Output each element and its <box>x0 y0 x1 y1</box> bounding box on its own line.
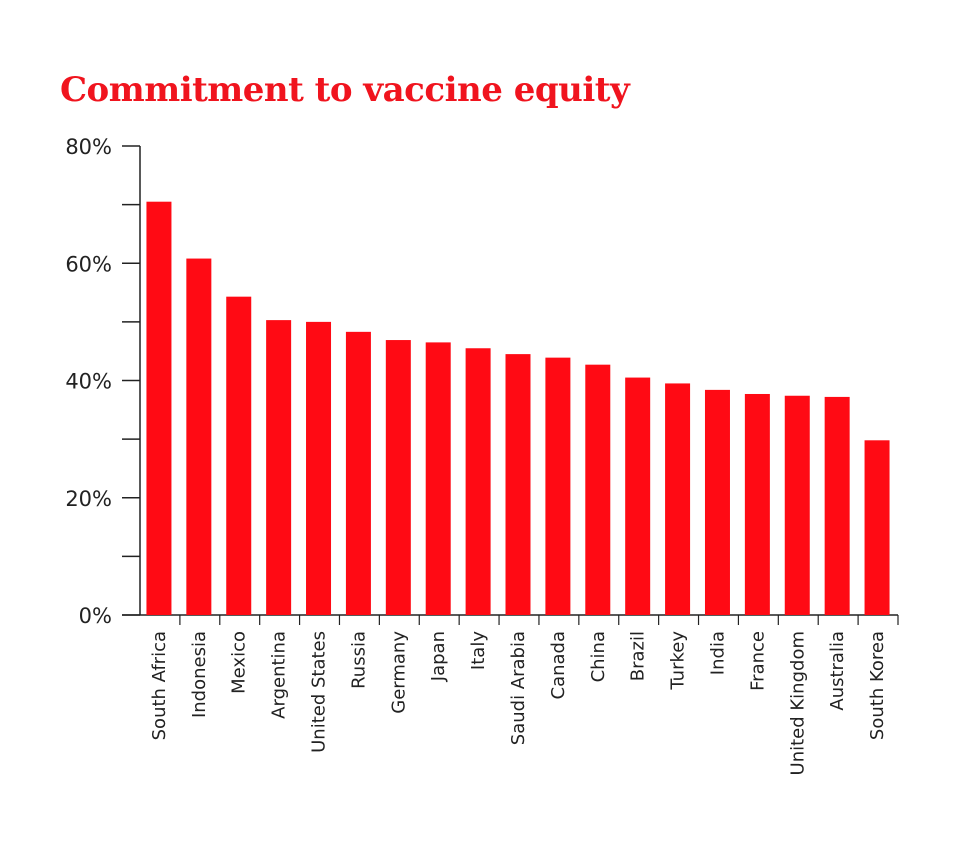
bar <box>226 296 252 615</box>
y-tick-label: 40% <box>65 370 112 394</box>
bar <box>704 389 730 615</box>
x-tick-label: South Africa <box>149 631 170 740</box>
x-tick-label: Canada <box>548 631 569 700</box>
bar <box>744 393 770 615</box>
bar <box>306 321 332 615</box>
bar <box>505 354 531 615</box>
y-tick-label: 0% <box>79 604 112 628</box>
bar <box>665 383 691 615</box>
x-tick-label: Japan <box>428 631 449 682</box>
bar <box>585 364 611 615</box>
bar <box>385 340 411 615</box>
x-tick-label: Saudi Arabia <box>508 631 529 745</box>
x-tick-label: Italy <box>468 631 489 670</box>
bar <box>625 377 651 615</box>
bar <box>545 357 571 615</box>
bar <box>864 440 890 615</box>
x-tick-label: South Korea <box>867 631 888 740</box>
bar <box>146 201 172 615</box>
chart-title: Commitment to vaccine equity <box>60 70 630 110</box>
bar <box>784 395 810 615</box>
x-tick-label: Germany <box>388 631 409 714</box>
x-tick-label: Brazil <box>628 631 649 681</box>
bar <box>266 320 292 615</box>
x-tick-label: India <box>707 631 728 675</box>
x-tick-label: Argentina <box>269 631 290 719</box>
x-tick-label: France <box>747 631 768 691</box>
x-tick-label: United States <box>309 631 330 753</box>
y-tick-label: 20% <box>65 487 112 511</box>
bar <box>345 331 371 615</box>
x-tick-label: Indonesia <box>189 631 210 718</box>
x-tick-label: Russia <box>348 631 369 689</box>
y-tick-label: 80% <box>65 135 112 159</box>
x-tick-label: Mexico <box>229 631 250 694</box>
bar <box>465 348 491 615</box>
x-tick-label: United Kingdom <box>787 631 808 775</box>
bar <box>186 258 212 615</box>
bar <box>824 396 850 615</box>
x-tick-label: Australia <box>827 631 848 711</box>
y-tick-label: 60% <box>65 252 112 276</box>
x-tick-label: China <box>588 631 609 682</box>
bar <box>425 342 451 615</box>
x-tick-label: Turkey <box>668 631 689 691</box>
